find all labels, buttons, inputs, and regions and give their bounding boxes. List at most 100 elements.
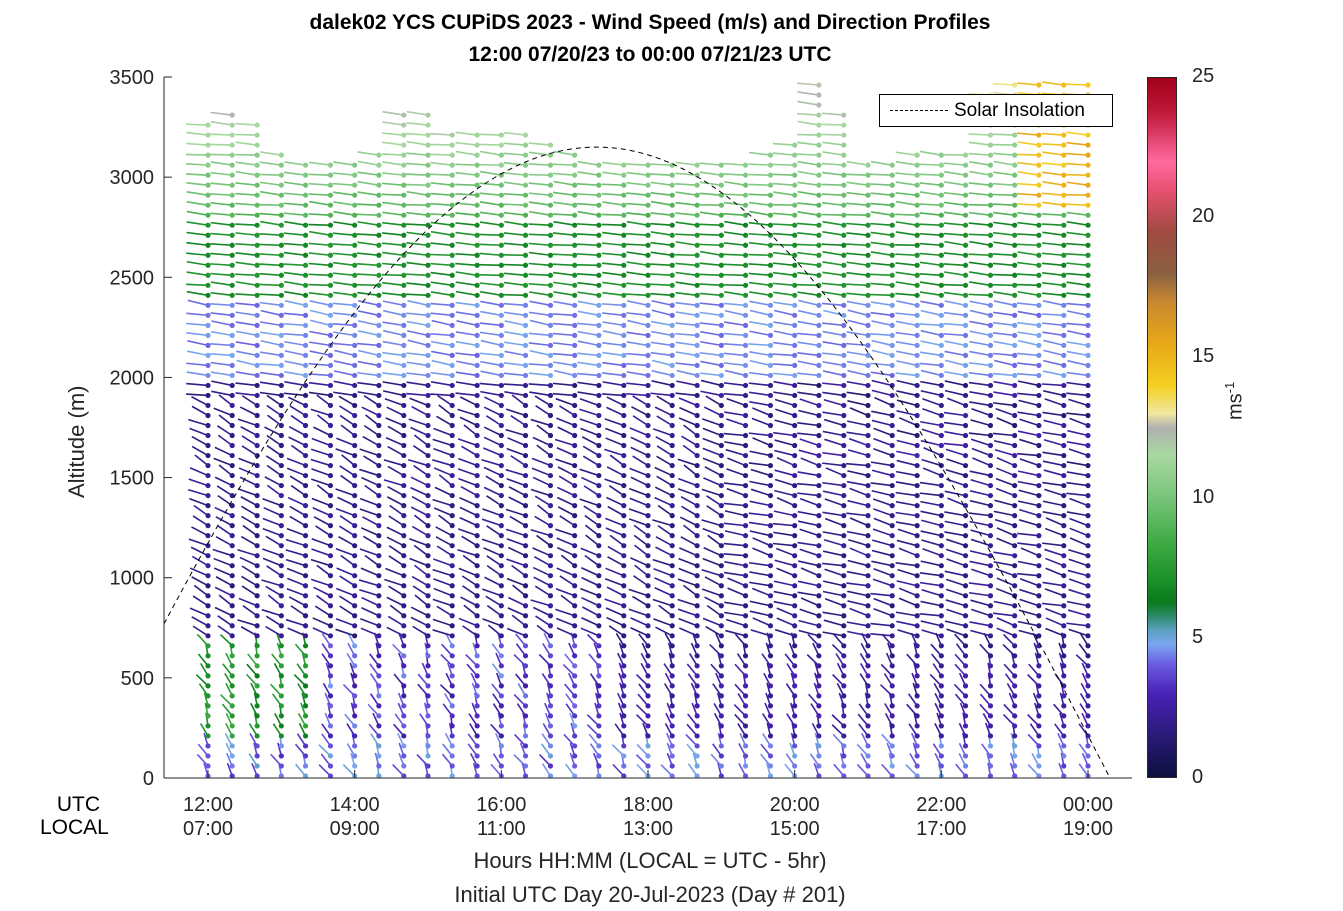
wind-barb-dot	[718, 763, 724, 769]
wind-barb	[1069, 417, 1089, 427]
wind-barb	[943, 263, 966, 267]
wind-barb	[186, 241, 209, 247]
wind-barb-dot	[645, 342, 651, 348]
wind-barb	[1016, 192, 1039, 196]
wind-barb-dot	[621, 523, 627, 529]
wind-barb	[896, 360, 918, 367]
wind-barb-dot	[376, 332, 382, 338]
wind-barb	[895, 521, 918, 527]
wind-barb-dot	[572, 683, 578, 689]
wind-barb-dot	[572, 392, 578, 399]
wind-barb	[186, 252, 209, 257]
wind-barb-dot	[401, 382, 407, 389]
wind-barb-dot	[841, 422, 847, 429]
wind-barb	[627, 300, 649, 307]
wind-barb	[186, 382, 209, 387]
wind-barb	[797, 231, 819, 237]
wind-barb	[484, 576, 502, 587]
wind-barb-dot	[401, 132, 407, 138]
wind-barb-dot	[302, 553, 309, 559]
wind-barb-dot	[742, 723, 749, 729]
wind-barb-dot	[449, 182, 455, 188]
wind-barb	[651, 369, 673, 377]
wind-barb-dot	[229, 643, 235, 649]
wind-barb-dot	[352, 442, 358, 449]
wind-barb-dot	[205, 503, 211, 509]
wind-barb-dot	[498, 152, 504, 158]
wind-barb-dot	[254, 683, 260, 689]
wind-barb	[1018, 339, 1040, 347]
wind-barb	[286, 467, 306, 477]
wind-barb-dot	[889, 773, 895, 779]
wind-barb	[553, 150, 575, 156]
wind-barb-dot	[645, 322, 651, 328]
wind-barb-dot	[865, 232, 871, 238]
wind-barb-dot	[352, 302, 358, 308]
wind-barb	[822, 611, 844, 617]
wind-barb-dot	[474, 583, 480, 589]
wind-barb-dot	[938, 362, 944, 369]
wind-barb-dot	[205, 422, 211, 429]
wind-barb-dot	[962, 332, 969, 338]
wind-barb-dot	[1036, 332, 1042, 338]
wind-barb-dot	[376, 192, 382, 198]
wind-barb-dot	[1036, 132, 1042, 138]
wind-barb-dot	[1061, 743, 1067, 749]
wind-barb-dot	[962, 763, 969, 769]
wind-barb-dot	[596, 342, 602, 348]
wind-barb-dot	[792, 292, 798, 298]
wind-barb-dot	[792, 763, 798, 769]
wind-barb	[650, 192, 673, 196]
wind-barb	[748, 281, 771, 287]
wind-barb-dot	[792, 633, 798, 639]
wind-barb-dot	[278, 342, 284, 348]
wind-barb-dot	[229, 132, 235, 138]
wind-barb-dot	[205, 412, 211, 419]
wind-barb-dot	[914, 312, 920, 318]
wind-barb-dot	[425, 212, 431, 218]
wind-barb	[479, 201, 502, 206]
wind-barb	[993, 300, 1015, 307]
wind-barb	[535, 405, 551, 417]
wind-barb	[606, 396, 625, 407]
wind-barb-dot	[596, 282, 602, 288]
wind-barb	[601, 193, 624, 196]
wind-barb-dot	[987, 743, 994, 749]
wind-barb-dot	[425, 422, 431, 429]
wind-barb	[186, 163, 209, 166]
wind-barb-dot	[889, 302, 895, 308]
wind-barb-dot	[352, 723, 358, 729]
wind-barb-dot	[718, 362, 724, 369]
wind-barb-dot	[376, 693, 382, 699]
wind-barb-dot	[914, 693, 920, 699]
wind-barb-dot	[474, 272, 480, 278]
wind-barb	[288, 596, 306, 607]
wind-barb	[455, 241, 478, 247]
wind-barb-dot	[1061, 452, 1067, 459]
wind-barb	[236, 350, 258, 357]
wind-barb-dot	[669, 773, 675, 779]
wind-barb-dot	[669, 673, 675, 679]
wind-barb	[309, 300, 331, 307]
y-tick-label: 3500	[110, 67, 155, 89]
wind-barb-dot	[1012, 563, 1018, 569]
wind-barb	[1017, 251, 1039, 257]
wind-barb-dot	[889, 653, 895, 659]
wind-barb	[823, 580, 844, 587]
wind-barb-dot	[792, 392, 798, 399]
wind-barb-dot	[278, 713, 284, 719]
wind-barb	[970, 529, 991, 537]
wind-barb-dot	[596, 462, 602, 469]
wind-barb-dot	[254, 693, 260, 699]
wind-barb-dot	[1036, 352, 1042, 358]
wind-barb	[192, 625, 209, 637]
wind-barb-dot	[327, 212, 334, 218]
wind-barb-dot	[229, 422, 235, 429]
x-tick-label-local: 09:00	[330, 818, 380, 840]
wind-barb-dot	[498, 292, 504, 298]
wind-barb-dot	[1012, 142, 1018, 148]
wind-barb	[410, 616, 429, 627]
wind-barb-dot	[596, 202, 602, 208]
wind-barb-dot	[987, 302, 994, 308]
wind-barb	[259, 173, 282, 176]
